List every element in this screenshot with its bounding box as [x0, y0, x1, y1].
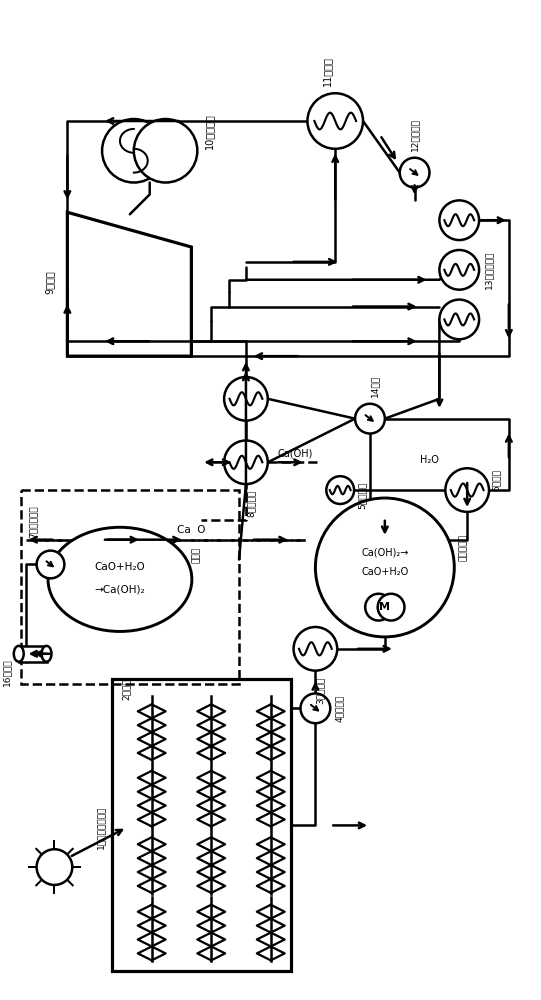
Circle shape [307, 93, 363, 149]
Text: 5热交换器: 5热交换器 [358, 481, 367, 509]
Ellipse shape [48, 527, 192, 631]
Text: 吸热反应器: 吸热反应器 [459, 534, 469, 561]
Ellipse shape [42, 646, 51, 662]
Bar [19, 646, 47, 662]
Circle shape [439, 200, 479, 240]
Circle shape [439, 250, 479, 290]
Bar [112, 679, 291, 971]
Circle shape [445, 468, 489, 512]
Circle shape [224, 377, 268, 421]
Text: 11凝汽器: 11凝汽器 [322, 56, 332, 86]
Text: 加热器: 加热器 [192, 547, 201, 563]
Text: M: M [379, 602, 391, 612]
Text: 9汽轮机: 9汽轮机 [44, 270, 55, 294]
Circle shape [326, 476, 354, 504]
Text: 16储能罐: 16储能罐 [2, 659, 11, 686]
Text: 4导热油泵: 4导热油泵 [335, 695, 344, 722]
Text: 14水泵: 14水泵 [371, 375, 379, 397]
Ellipse shape [14, 646, 24, 662]
Text: CaO+H₂O: CaO+H₂O [361, 567, 408, 577]
Circle shape [102, 119, 166, 183]
Circle shape [315, 498, 454, 637]
Circle shape [365, 594, 392, 621]
Text: 3热交换器: 3热交换器 [316, 677, 325, 704]
Circle shape [300, 693, 330, 723]
Text: 6冷凝器: 6冷凝器 [492, 469, 501, 491]
Text: 2吸热器: 2吸热器 [122, 679, 131, 700]
Text: H₂O: H₂O [420, 455, 439, 465]
Text: 10发电机组: 10发电机组 [204, 113, 214, 149]
Circle shape [294, 627, 337, 671]
Circle shape [439, 300, 479, 339]
Circle shape [400, 158, 430, 187]
Circle shape [355, 404, 385, 434]
Text: →Ca(OH)₂: →Ca(OH)₂ [95, 584, 146, 594]
Text: 1抛物槽式集热场: 1抛物槽式集热场 [96, 806, 105, 849]
Text: Ca(OH)₂→: Ca(OH)₂→ [361, 548, 408, 558]
Text: 7放热反应器: 7放热反应器 [29, 505, 38, 538]
Text: 13给水加热器: 13给水加热器 [484, 251, 493, 289]
Text: Ca  O: Ca O [177, 525, 206, 535]
Circle shape [134, 119, 197, 183]
Bar [21, 490, 239, 684]
Circle shape [37, 551, 64, 578]
Text: CaO+H₂O: CaO+H₂O [95, 562, 146, 572]
Text: 12凝结水泵: 12凝结水泵 [410, 118, 419, 151]
Circle shape [224, 440, 268, 484]
Circle shape [378, 594, 405, 621]
Text: Ca(OH): Ca(OH) [278, 448, 313, 458]
Circle shape [37, 849, 72, 885]
Text: 8热交换器: 8热交换器 [246, 490, 255, 517]
